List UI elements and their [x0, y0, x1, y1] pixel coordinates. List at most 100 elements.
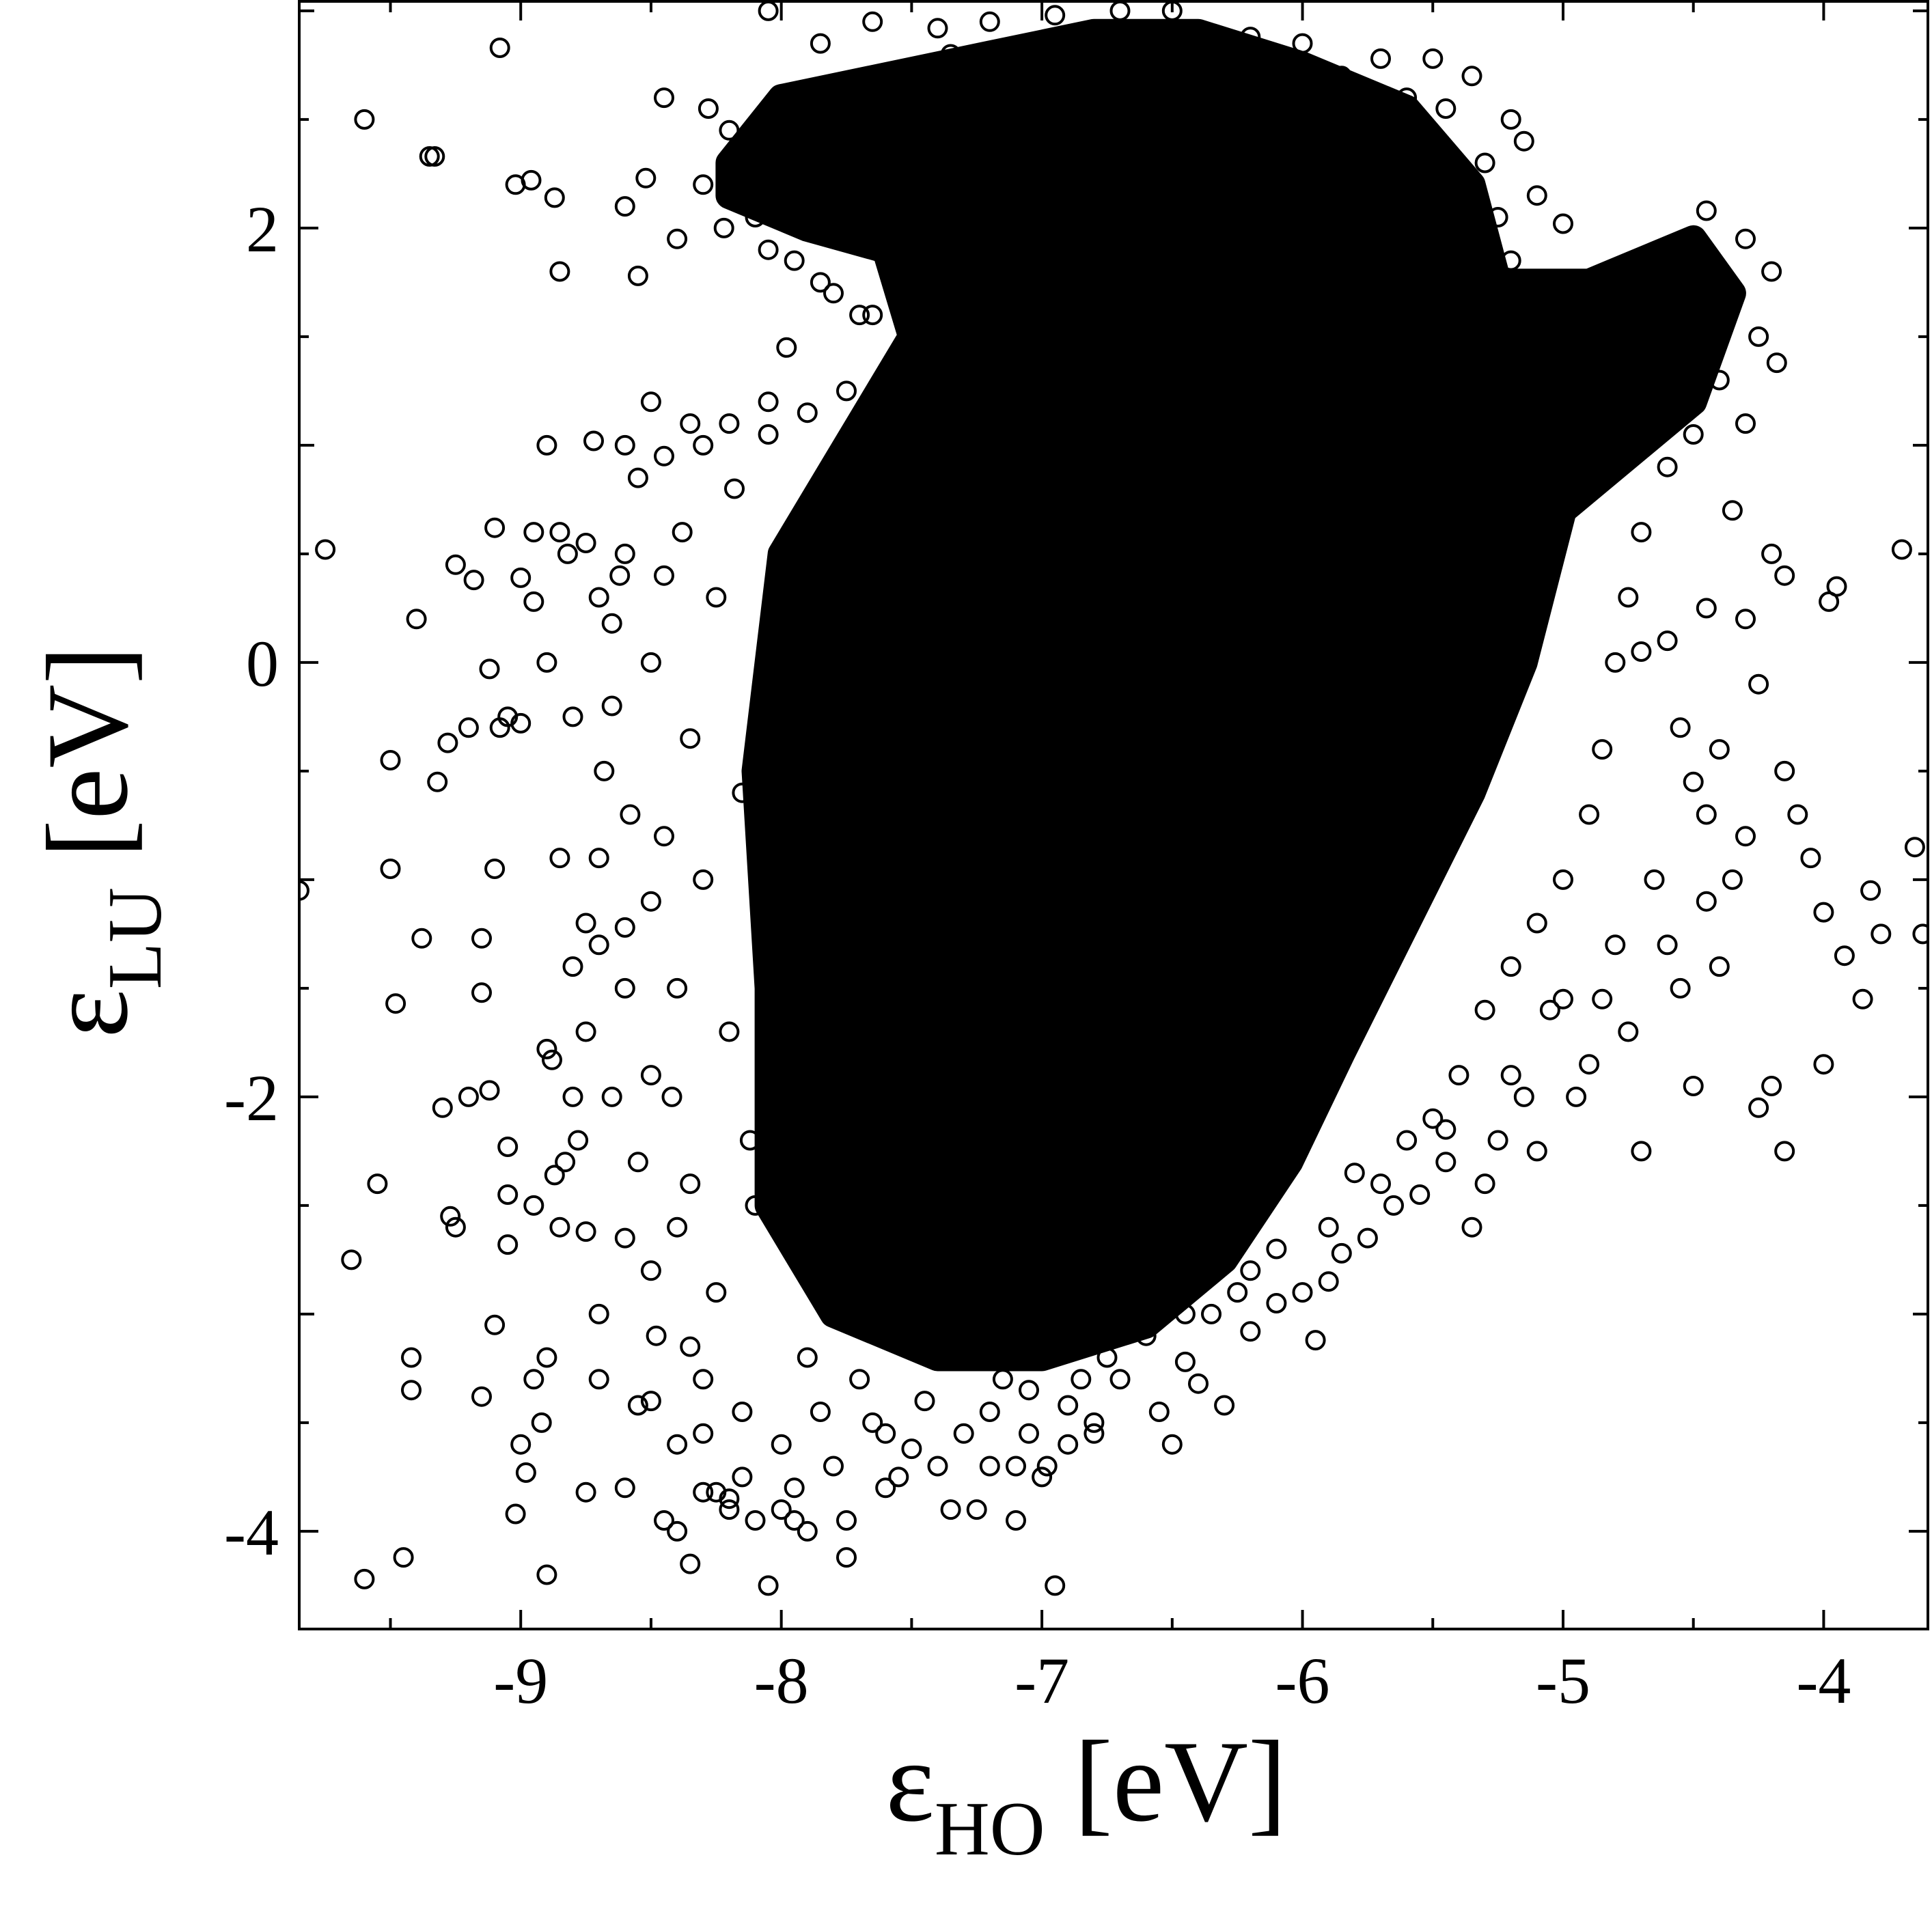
scatter-point: [588, 1303, 609, 1324]
scatter-point: [401, 1347, 422, 1368]
scatter-point: [1096, 1347, 1118, 1368]
scatter-point: [562, 956, 583, 977]
scatter-point: [575, 1021, 596, 1042]
scatter-point: [521, 169, 542, 191]
scatter-point: [471, 982, 492, 1003]
scatter-point: [640, 652, 661, 673]
scatter-point: [614, 196, 635, 217]
scatter-point: [1058, 1395, 1079, 1416]
scatter-point: [914, 1391, 935, 1412]
x-axis-title-subscript: HO: [935, 1787, 1045, 1872]
scatter-point: [745, 207, 766, 227]
scatter-point: [1766, 352, 1787, 374]
scatter-point: [354, 1568, 375, 1589]
scatter-point: [1761, 1076, 1782, 1096]
scatter-point: [640, 1391, 661, 1412]
scatter-point: [1461, 1216, 1482, 1238]
scatter-point: [1513, 1086, 1534, 1107]
scatter-point: [1500, 109, 1521, 130]
scatter-point: [1696, 804, 1717, 825]
scatter-point: [385, 993, 406, 1014]
scatter-point: [784, 250, 805, 271]
scatter-point: [940, 44, 961, 65]
scatter-point: [719, 1499, 740, 1520]
scatter-point: [797, 1347, 818, 1368]
scatter-point: [1344, 1163, 1365, 1184]
scatter-point: [1058, 1434, 1079, 1455]
scatter-point: [1579, 1054, 1600, 1075]
scatter-point: [627, 1395, 648, 1416]
scatter-point: [1448, 1065, 1469, 1086]
scatter-point: [1240, 27, 1261, 48]
scatter-point: [1188, 1373, 1209, 1394]
scatter-point: [1605, 934, 1626, 956]
scatter-point: [1761, 543, 1782, 564]
scatter-point: [745, 1510, 766, 1531]
scatter-points: [299, 0, 1928, 1596]
scatter-point: [620, 804, 641, 825]
scatter-point: [1774, 760, 1795, 781]
scatter-point: [1500, 250, 1521, 271]
scatter-point: [1683, 1076, 1704, 1096]
scatter-point: [888, 1466, 909, 1488]
scatter-point: [1148, 1402, 1170, 1422]
scatter-point: [562, 1086, 583, 1107]
scatter-point: [1474, 152, 1495, 173]
scatter-point: [966, 1499, 987, 1520]
scatter-point: [627, 1152, 648, 1173]
scatter-point: [640, 1260, 661, 1281]
scatter-point: [1813, 1054, 1834, 1075]
scatter-point: [1383, 1195, 1404, 1216]
scatter-point: [1592, 739, 1613, 760]
scatter-point: [992, 1369, 1013, 1390]
scatter-point: [354, 109, 375, 130]
scatter-point: [536, 1038, 557, 1059]
scatter-point: [1292, 1282, 1313, 1303]
dense-region: [715, 18, 1746, 1372]
y-tick-label: -4: [224, 1496, 279, 1569]
scatter-point: [575, 533, 596, 553]
scatter-point: [661, 1086, 682, 1107]
scatter-point: [1592, 988, 1613, 1010]
scatter-point: [1526, 185, 1547, 206]
scatter-point: [953, 283, 974, 304]
scatter-point: [810, 272, 831, 293]
scatter-point: [771, 1434, 792, 1455]
scatter-point: [693, 869, 714, 890]
scatter-point: [1618, 1021, 1639, 1042]
scatter-point: [640, 891, 661, 912]
scatter-point: [614, 917, 635, 938]
scatter-point: [732, 782, 753, 803]
scatter-point: [1201, 44, 1222, 65]
scatter-point: [1553, 213, 1573, 234]
x-axis-title-symbol: ε: [885, 1717, 934, 1846]
scatter-point: [776, 337, 797, 358]
scatter-point: [523, 1195, 544, 1216]
scatter-point: [497, 1234, 519, 1255]
scatter-point: [463, 570, 484, 591]
scatter-point: [758, 424, 779, 445]
scatter-point: [940, 1499, 961, 1520]
scatter-point: [1683, 771, 1704, 792]
x-tick-label: -4: [1796, 1644, 1851, 1717]
y-axis-title-space: [23, 859, 152, 888]
scatter-point: [1834, 945, 1855, 966]
scatter-point: [875, 1477, 896, 1499]
scatter-point: [698, 98, 719, 119]
scatter-point: [1135, 33, 1157, 54]
scatter-point: [1109, 1369, 1131, 1390]
scatter-point: [367, 1173, 388, 1195]
scatter-point: [745, 152, 766, 173]
scatter-point: [588, 1369, 609, 1390]
scatter-point: [927, 1456, 948, 1477]
scatter-point: [732, 1466, 753, 1488]
scatter-point: [1761, 261, 1782, 282]
scatter-point: [719, 1488, 740, 1509]
scatter-point: [536, 652, 557, 673]
scatter-point: [1722, 500, 1743, 521]
scatter-point: [672, 522, 693, 543]
scatter-point: [693, 434, 714, 456]
scatter-point: [862, 11, 883, 32]
scatter-point: [1201, 1303, 1222, 1324]
